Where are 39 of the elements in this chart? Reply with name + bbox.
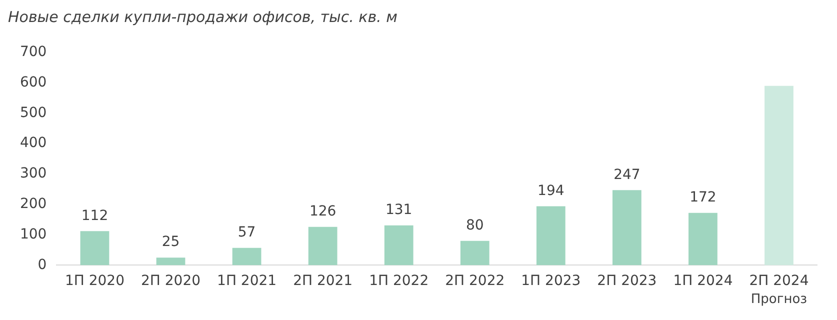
x-tick-label: 2П 2022 (445, 273, 505, 290)
data-label: 172 (690, 190, 716, 206)
x-tick-label: 2П 2020 (141, 273, 201, 290)
bar (764, 86, 794, 266)
y-tick-label: 400 (20, 135, 47, 152)
bar (688, 212, 718, 266)
data-label: 126 (309, 204, 336, 220)
x-tick-label: 1П 2022 (369, 273, 429, 290)
x-tick-label: 1П 2023 (521, 273, 581, 290)
x-tick-label: 2П 2023 (597, 273, 657, 290)
bar (612, 190, 642, 266)
bar (536, 206, 566, 266)
y-tick-label: 100 (20, 226, 47, 242)
bar (156, 258, 186, 266)
y-tick-label: 200 (20, 196, 47, 212)
y-tick-label: 0 (38, 256, 47, 273)
data-label: 247 (614, 166, 640, 183)
data-label: 25 (162, 234, 180, 250)
data-label: 194 (538, 182, 564, 199)
x-tick-label: 2П 2024 (749, 273, 809, 290)
chart-title: Новые сделки купли-продажи офисов, тыс. кв. м (8, 8, 398, 26)
x-tick-label: 2П 2021 (293, 273, 353, 290)
y-tick-label: 600 (20, 74, 47, 90)
text: Прогноз (750, 292, 808, 308)
bar (308, 226, 338, 266)
bar (384, 225, 414, 266)
data-label: 80 (466, 218, 484, 234)
bar (232, 248, 262, 266)
bar (80, 231, 110, 266)
y-tick-label: 300 (20, 166, 47, 182)
x-tick-label: 1П 2024 (673, 273, 733, 290)
x-tick-label: 1П 2020 (64, 273, 124, 290)
data-label: 112 (81, 208, 108, 224)
data-label: 57 (238, 224, 256, 241)
y-tick-label: 700 (20, 44, 47, 60)
y-tick-label: 500 (20, 104, 47, 121)
x-tick-label: 1П 2021 (217, 273, 277, 290)
bar (460, 240, 490, 266)
data-label: 131 (385, 202, 412, 218)
